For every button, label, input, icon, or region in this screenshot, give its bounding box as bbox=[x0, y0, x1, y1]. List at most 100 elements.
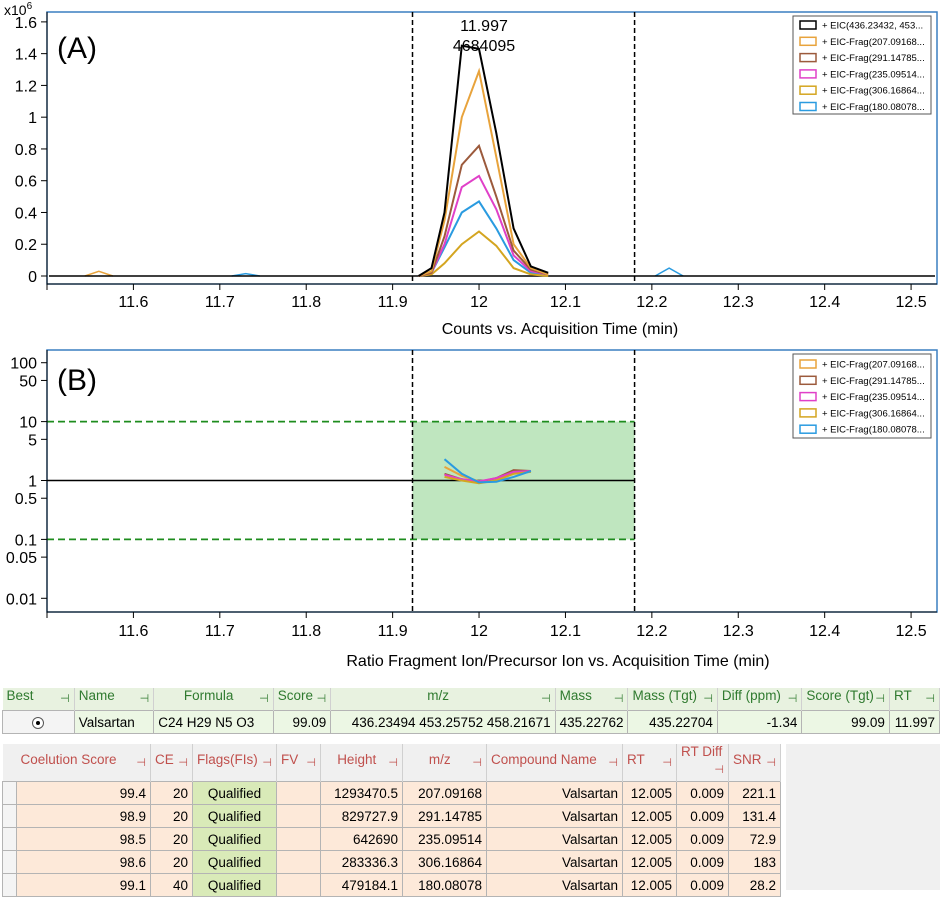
col-mass-tgt[interactable]: Mass (Tgt) ⊣ bbox=[627, 688, 718, 711]
row-selector[interactable] bbox=[2, 873, 17, 897]
cell-compound: Valsartan bbox=[486, 827, 623, 851]
cell-height: 829727.9 bbox=[320, 804, 403, 828]
cell-rt: 12.005 bbox=[622, 873, 677, 897]
pin-icon: ⊣ bbox=[472, 756, 482, 769]
y-tick-label: 10 bbox=[19, 415, 37, 432]
cell-flags: Qualified bbox=[192, 781, 277, 805]
best-radio-cell[interactable] bbox=[2, 710, 75, 734]
x-tick-label: 11.9 bbox=[378, 294, 408, 311]
legend-entry: + EIC-Frag(291.14785... bbox=[822, 376, 925, 387]
compound-table-header: Best ⊣ Name ⊣ Formula ⊣ Score ⊣ m/z ⊣ Mass ⊣ M… bbox=[2, 688, 940, 711]
cell-mz: 436.23494 453.25752 458.21671 bbox=[330, 710, 556, 734]
legend-entry: + EIC-Frag(306.16864... bbox=[822, 86, 925, 97]
legend-swatch bbox=[799, 36, 817, 47]
cell-compound: Valsartan bbox=[486, 804, 623, 828]
col-coelution[interactable]: Coelution Score ⊣ bbox=[16, 744, 151, 782]
legend-entry: + EIC-Frag(291.14785... bbox=[822, 53, 925, 64]
table-row[interactable]: 99.4 20 Qualified 1293470.5 207.09168 Va… bbox=[2, 781, 781, 805]
x-tick-label: 12.3 bbox=[723, 294, 754, 311]
panel-b-series bbox=[443, 458, 532, 485]
row-selector[interactable] bbox=[2, 804, 17, 828]
col-mz[interactable]: m/z ⊣ bbox=[330, 688, 556, 711]
row-selector[interactable] bbox=[2, 827, 17, 851]
cell-snr: 28.2 bbox=[728, 873, 781, 897]
cell-mass: 435.22762 bbox=[554, 710, 629, 734]
table-row[interactable]: 98.5 20 Qualified 642690 235.09514 Valsa… bbox=[2, 827, 781, 851]
ratio-line bbox=[444, 470, 531, 483]
table-row[interactable]: Valsartan C24 H29 N5 O3 99.09 436.23494 … bbox=[2, 710, 940, 734]
panel-a-y-ticks: 0 0.2 0.4 0.6 0.8 1 1.2 1.4 1.6 bbox=[15, 15, 47, 286]
y-tick-label: 1.4 bbox=[15, 47, 37, 64]
col-best[interactable]: Best ⊣ bbox=[2, 688, 75, 711]
cell-flags: Qualified bbox=[192, 850, 277, 874]
pin-icon: ⊣ bbox=[608, 756, 618, 769]
pin-icon: ⊣ bbox=[388, 756, 398, 769]
col-mz2[interactable]: m/z ⊣ bbox=[402, 744, 487, 782]
series-line bbox=[418, 143, 549, 277]
pin-icon: ⊣ bbox=[136, 756, 146, 769]
col-fv[interactable]: FV ⊣ bbox=[276, 744, 321, 782]
fragment-table-header: Coelution Score ⊣ CE ⊣ Flags(FIs) ⊣ FV ⊣ Hei… bbox=[2, 744, 781, 782]
col-ce[interactable]: CE ⊣ bbox=[150, 744, 193, 782]
legend-box bbox=[792, 15, 932, 115]
series-line bbox=[418, 44, 549, 277]
table-row[interactable]: 98.9 20 Qualified 829727.9 291.14785 Val… bbox=[2, 804, 781, 828]
cell-rt: 12.005 bbox=[622, 804, 677, 828]
baseline-noise bbox=[654, 267, 684, 277]
y-tick-label: 1.6 bbox=[15, 15, 37, 32]
cell-coelution: 99.4 bbox=[16, 781, 151, 805]
legend-entry: + EIC-Frag(180.08078... bbox=[822, 425, 925, 436]
cell-ce: 20 bbox=[150, 850, 193, 874]
table-row[interactable]: 98.6 20 Qualified 283336.3 306.16864 Val… bbox=[2, 850, 781, 874]
pin-icon: ⊣ bbox=[259, 693, 269, 705]
y-tick-label: 0.05 bbox=[6, 550, 37, 567]
legend-swatch bbox=[799, 85, 817, 95]
pin-icon: ⊣ bbox=[925, 693, 935, 705]
col-compound[interactable]: Compound Name ⊣ bbox=[486, 744, 623, 782]
row-selector[interactable] bbox=[2, 850, 17, 874]
col-snr[interactable]: SNR ⊣ bbox=[728, 744, 781, 782]
x-tick-label: 12 bbox=[470, 623, 488, 640]
pin-icon: ⊣ bbox=[703, 693, 713, 705]
x-tick-label: 12.1 bbox=[550, 294, 581, 311]
col-height[interactable]: Height ⊣ bbox=[320, 744, 403, 782]
col-rt[interactable]: RT ⊣ bbox=[889, 688, 940, 711]
pin-icon: ⊣ bbox=[60, 693, 70, 705]
cell-compound: Valsartan bbox=[486, 850, 623, 874]
col-mass[interactable]: Mass ⊣ bbox=[555, 688, 629, 711]
y-tick-label: 1 bbox=[28, 474, 37, 491]
pin-icon: ⊣ bbox=[178, 756, 188, 769]
col-score[interactable]: Score ⊣ bbox=[273, 688, 332, 711]
pin-icon: ⊣ bbox=[139, 693, 150, 705]
x-tick-label: 12 bbox=[470, 294, 488, 311]
panel-a-exponent: x106 bbox=[4, 1, 33, 18]
col-rt2[interactable]: RT ⊣ bbox=[622, 744, 677, 782]
chromatogram-plots: 0 0.2 0.4 0.6 0.8 1 1.2 1.4 1.6 11.6 11.7 11.8 11.9… bbox=[4, 1, 938, 670]
x-tick-label: 11.7 bbox=[205, 294, 235, 311]
cell-rt-diff: 0.009 bbox=[676, 781, 729, 805]
best-radio[interactable] bbox=[32, 716, 45, 729]
legend-swatch bbox=[799, 391, 817, 402]
table-row[interactable]: 99.1 40 Qualified 479184.1 180.08078 Val… bbox=[2, 873, 781, 897]
cell-height: 1293470.5 bbox=[320, 781, 403, 805]
cell-diff-ppm: -1.34 bbox=[716, 710, 803, 734]
col-formula[interactable]: Formula ⊣ bbox=[153, 688, 274, 711]
cell-coelution: 98.9 bbox=[16, 804, 151, 828]
col-score-tgt[interactable]: Score (Tgt) ⊣ bbox=[801, 688, 890, 711]
panel-a-chart[interactable]: 0 0.2 0.4 0.6 0.8 1 1.2 1.4 1.6 11.6 11.7 11.8 11.9… bbox=[4, 1, 938, 338]
row-selector[interactable] bbox=[2, 781, 17, 805]
x-tick-label: 12.1 bbox=[550, 623, 581, 640]
y-tick-label: 1.2 bbox=[15, 78, 37, 95]
col-name[interactable]: Name ⊣ bbox=[74, 688, 155, 711]
y-tick-label: 5 bbox=[28, 432, 37, 449]
cell-mz: 207.09168 bbox=[402, 781, 487, 805]
cell-ce: 20 bbox=[150, 781, 193, 805]
col-diff-ppm[interactable]: Diff (ppm) ⊣ bbox=[717, 688, 803, 711]
col-flags[interactable]: Flags(FIs) ⊣ bbox=[192, 744, 277, 782]
cell-coelution: 98.6 bbox=[16, 850, 151, 874]
legend-entry: + EIC-Frag(306.16864... bbox=[822, 408, 925, 419]
legend-swatch bbox=[799, 408, 817, 418]
panel-a-series bbox=[49, 44, 935, 277]
col-rt-diff[interactable]: RT Diff ⊣ bbox=[676, 744, 729, 782]
